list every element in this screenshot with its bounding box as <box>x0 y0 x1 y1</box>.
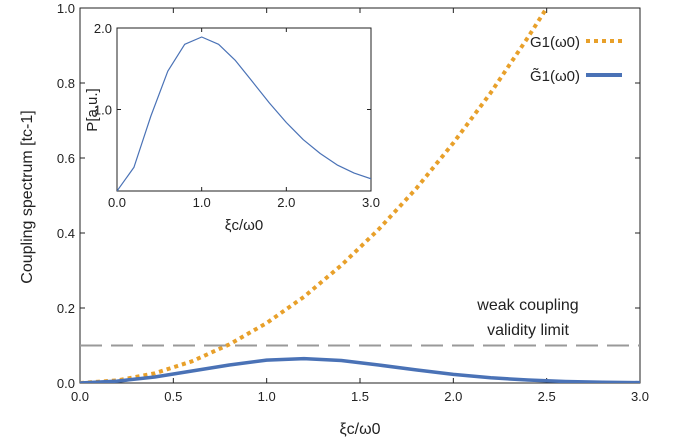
legend: G1(ω0) G̃1(ω0) <box>530 34 622 85</box>
series-line-0 <box>80 8 549 383</box>
annotation-weak-coupling: weak coupling <box>476 297 578 314</box>
inset-chart: 0.0 1.0 2.0 3.0 1.0 2.0 ξc/ω0 P[a.u.] <box>84 21 380 234</box>
x-tick-label: 1.0 <box>258 389 276 404</box>
inset-y-tick-label: 2.0 <box>94 21 112 36</box>
inset-x-tick-label: 0.0 <box>108 195 126 210</box>
y-tick-label: 0.0 <box>57 376 75 391</box>
x-axis-title: ξc/ω0 <box>340 421 381 438</box>
inset-y-tick-label: 1.0 <box>94 103 112 118</box>
y-axis-title: Coupling spectrum [tc-1] <box>19 110 36 283</box>
legend-label-g1: G1(ω0) <box>530 34 580 51</box>
inset-y-axis-title: P[a.u.] <box>84 88 101 131</box>
x-tick-label: 0.5 <box>164 389 182 404</box>
inset-x-tick-label: 1.0 <box>193 195 211 210</box>
y-tick-label: 1.0 <box>57 1 75 16</box>
x-tick-label: 0.0 <box>71 389 89 404</box>
annotation-validity-limit: validity limit <box>487 322 569 339</box>
inset-x-axis-title: ξc/ω0 <box>225 217 263 234</box>
y-tick-label: 0.4 <box>57 226 75 241</box>
inset-x-tick-label: 3.0 <box>362 195 380 210</box>
x-tick-label: 2.0 <box>444 389 462 404</box>
x-tick-label: 1.5 <box>351 389 369 404</box>
inset-x-tick-label: 2.0 <box>277 195 295 210</box>
y-tick-label: 0.2 <box>57 301 75 316</box>
x-tick-label: 3.0 <box>631 389 649 404</box>
series-line-1 <box>80 356 640 383</box>
inset-background <box>116 27 372 192</box>
legend-label-g1-tilde: G̃1(ω0) <box>530 68 580 85</box>
inset-series-line-0 <box>117 36 371 191</box>
y-tick-label: 0.6 <box>57 151 75 166</box>
y-tick-label: 0.8 <box>57 76 75 91</box>
x-tick-label: 2.5 <box>538 389 556 404</box>
